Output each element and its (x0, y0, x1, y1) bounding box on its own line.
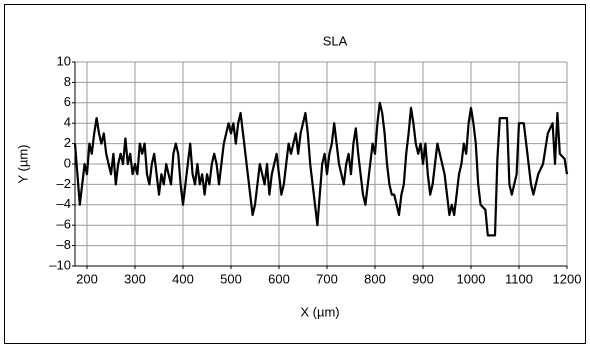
y-tick-label: 2 (64, 135, 71, 150)
y-tick-label: –8 (57, 237, 71, 252)
x-tick-label: 600 (268, 271, 290, 286)
data-line (73, 101, 569, 237)
x-tick-label: 500 (220, 271, 242, 286)
x-axis-label: X (µm) (300, 304, 339, 319)
y-tick-label: –2 (57, 176, 71, 191)
chart-frame (4, 4, 586, 344)
x-tick-label: 1100 (505, 271, 533, 286)
y-tick-label: 4 (64, 115, 71, 130)
x-tick-label: 300 (124, 271, 146, 286)
chart-title: SLA (323, 33, 348, 48)
y-tick-label: –6 (57, 217, 71, 232)
x-tick-label: 800 (364, 271, 386, 286)
x-tick-label: 900 (412, 271, 434, 286)
y-tick-label: 10 (57, 53, 71, 68)
x-tick-label: 700 (316, 271, 338, 286)
x-tick-label: 1000 (457, 271, 486, 286)
y-tick-label: –10 (49, 257, 71, 272)
x-tick-label: 200 (76, 271, 98, 286)
y-tick-label: –4 (57, 196, 71, 211)
y-tick-label: 6 (64, 94, 71, 109)
y-tick-label: 0 (64, 155, 71, 170)
y-tick-label: 8 (64, 74, 71, 89)
y-axis-label: Y (µm) (15, 144, 30, 183)
x-tick-label: 400 (172, 271, 194, 286)
x-tick-label: 1200 (553, 271, 582, 286)
